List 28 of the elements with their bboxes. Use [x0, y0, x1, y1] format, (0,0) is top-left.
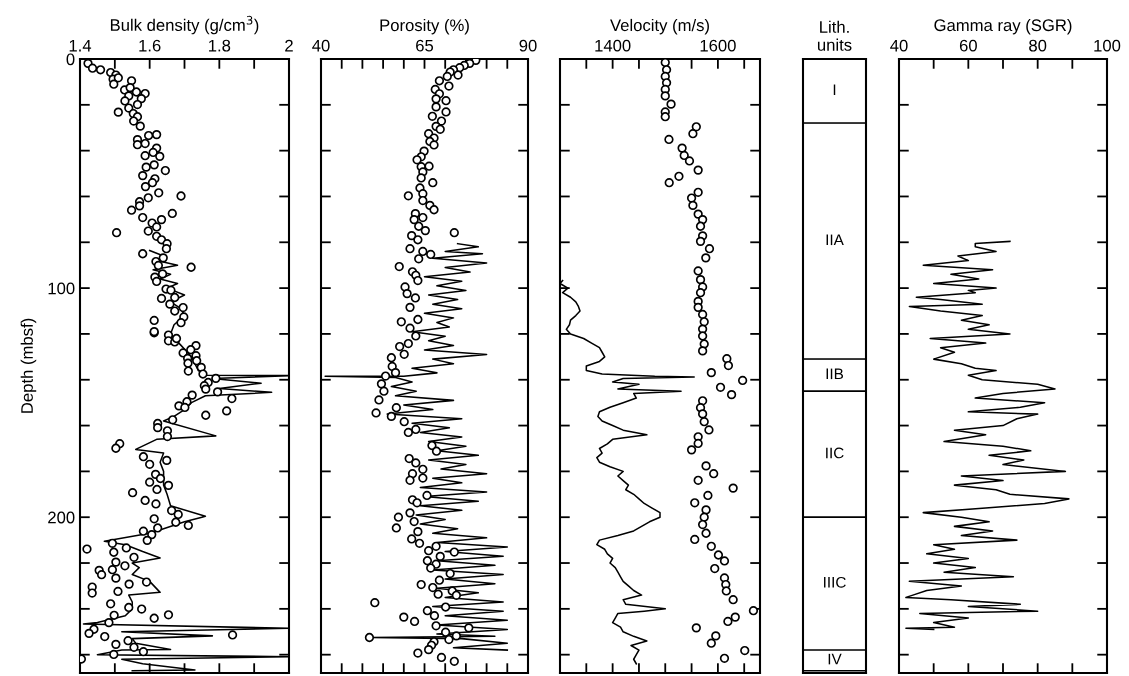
x-tick-label: 2: [285, 39, 293, 52]
y-tick-label: 0: [66, 53, 75, 66]
x-tick-label: 60: [959, 39, 977, 52]
series-label: IIC: [826, 447, 844, 459]
series-label: IIIC: [824, 576, 846, 588]
y-tick-label: 100: [48, 282, 75, 295]
x-axis-title: Velocity (m/s): [610, 18, 709, 35]
x-axis-title: Bulk density (g/cm$^{3}$): [110, 15, 259, 35]
x-axis-title: Lith. units: [817, 20, 852, 51]
series-label: IV: [828, 653, 842, 665]
x-tick-label: 40: [312, 39, 330, 52]
x-tick-label: 1600: [700, 39, 736, 52]
series-label: IIA: [826, 234, 844, 246]
series-label: IIB: [826, 368, 844, 380]
x-tick-label: 100: [1094, 39, 1121, 52]
y-axis-title: Depth (mbsf): [20, 318, 37, 413]
x-tick-label: 80: [1029, 39, 1047, 52]
x-tick-label: 1.4: [69, 39, 92, 52]
series-label: I: [833, 84, 836, 96]
y-tick-label: 200: [48, 511, 75, 524]
x-axis-title: Porosity (%): [380, 18, 469, 35]
x-axis-title: Gamma ray (SGR): [934, 18, 1072, 35]
x-tick-label: 40: [890, 39, 908, 52]
x-tick-label: 1.8: [209, 39, 231, 52]
x-tick-label: 90: [519, 39, 537, 52]
x-tick-label: 1400: [595, 39, 631, 52]
x-tick-label: 65: [416, 39, 434, 52]
x-tick-label: 1.6: [139, 39, 161, 52]
